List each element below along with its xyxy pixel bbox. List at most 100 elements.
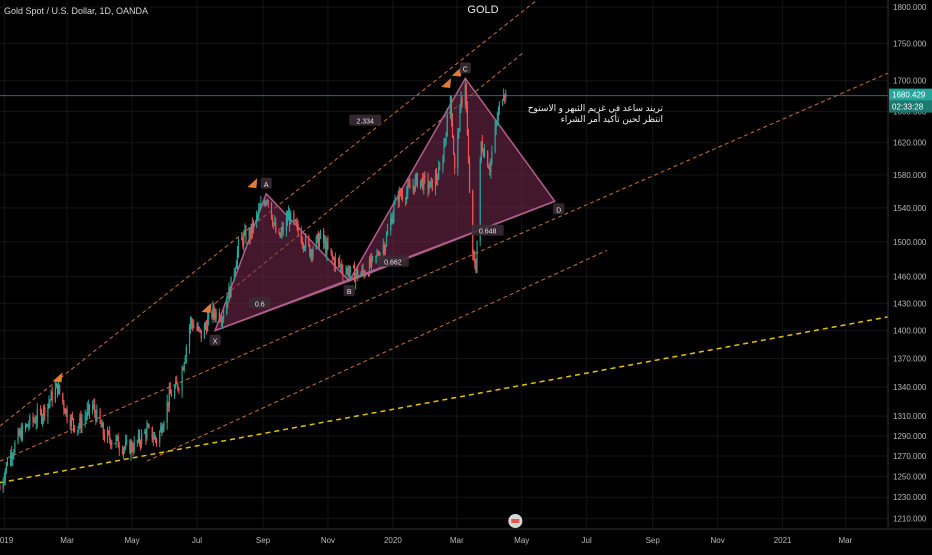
point-label-d-bg <box>553 203 565 215</box>
candle-body <box>116 436 118 438</box>
candle-body <box>198 326 200 329</box>
candle-body <box>139 442 142 445</box>
candle-body <box>266 200 268 202</box>
candle-body <box>406 192 408 200</box>
candle-body <box>326 242 328 254</box>
candle-body <box>256 214 258 222</box>
point-label-d: D <box>556 207 561 214</box>
candle-body <box>494 127 496 152</box>
candle-body <box>323 231 325 244</box>
candle-body <box>311 250 313 256</box>
candle-body <box>236 251 239 264</box>
symbol-header[interactable]: Gold Spot / U.S. Dollar, 1D, OANDA <box>4 6 149 16</box>
point-label-c-bg <box>459 62 471 74</box>
candle-body <box>475 265 477 272</box>
candle-body <box>188 327 191 347</box>
candle-body <box>271 218 274 225</box>
x-tick-label: Nov <box>321 536 335 545</box>
candle-body <box>483 151 486 157</box>
candle-body <box>132 449 134 452</box>
ratio-label-bg <box>376 255 409 267</box>
candle-body <box>226 301 228 315</box>
point-label-c: C <box>463 66 468 73</box>
candle-body <box>332 257 334 259</box>
y-tick-label: 1270.000 <box>893 452 927 461</box>
candle-body <box>467 134 470 163</box>
candle-body <box>3 479 5 481</box>
candle-body <box>88 404 91 412</box>
candle-body <box>497 110 499 120</box>
candle-body <box>87 404 89 410</box>
candle-body <box>24 426 27 428</box>
candle-body <box>103 434 105 441</box>
x-tick-label: Mar <box>60 536 74 545</box>
ratio-label: 0.6 <box>255 301 265 308</box>
candle-body <box>204 324 207 327</box>
candle-body <box>95 412 97 422</box>
candle-body <box>13 452 15 456</box>
candle-body <box>129 440 131 454</box>
candle-body <box>126 440 128 442</box>
candle-body <box>294 219 296 221</box>
candle-body <box>401 194 404 199</box>
candle-body <box>34 420 36 424</box>
candle-body <box>300 231 302 243</box>
candle-body <box>476 240 478 272</box>
candle-body <box>264 202 266 206</box>
candle-body <box>303 247 306 249</box>
candle-body <box>169 388 171 395</box>
candle-body <box>218 311 220 320</box>
candle-body <box>228 287 230 303</box>
candle-body <box>214 314 216 318</box>
candle-body <box>357 270 359 278</box>
candle-body <box>234 268 236 273</box>
trendline <box>0 72 889 462</box>
candle-body <box>50 391 52 401</box>
candle-body <box>249 229 251 238</box>
candle-body <box>333 258 335 267</box>
candle-body <box>21 426 23 440</box>
candle-body <box>33 420 35 422</box>
candle-body <box>293 212 295 221</box>
candle-body <box>482 150 484 157</box>
candle-body <box>503 95 505 100</box>
candle-body <box>28 425 30 427</box>
y-tick-label: 1250.000 <box>893 472 927 481</box>
candle-body <box>196 326 198 330</box>
candle-body <box>137 433 140 441</box>
candle-body <box>73 425 76 432</box>
y-tick-label: 1580.000 <box>893 171 927 180</box>
candle-body <box>259 207 261 210</box>
candle-body <box>77 429 79 432</box>
candle-body <box>81 420 83 429</box>
markers <box>52 66 462 383</box>
candle-body <box>78 425 80 430</box>
candle-body <box>65 409 67 414</box>
candle-body <box>237 240 240 252</box>
candle-body <box>361 268 363 274</box>
candle-body <box>345 271 347 275</box>
ratio-label: 0.648 <box>479 229 497 236</box>
candle-body <box>220 320 223 322</box>
y-tick-label: 1800.000 <box>893 3 927 12</box>
y-tick-label: 1290.000 <box>893 432 927 441</box>
candle-body <box>296 223 298 225</box>
x-tick-label: Sep <box>646 536 661 545</box>
candle-body <box>251 223 253 232</box>
candle-body <box>36 410 38 422</box>
candle-body <box>409 185 411 189</box>
y-tick-label: 1210.000 <box>893 514 927 523</box>
candle-body <box>155 439 158 443</box>
candle-body <box>481 141 483 151</box>
candle-body <box>392 215 394 224</box>
x-tick-label: 2020 <box>384 536 402 545</box>
candle-body <box>318 237 321 247</box>
candle-body <box>138 433 141 443</box>
candle-body <box>430 178 432 182</box>
y-tick-label: 1460.000 <box>893 273 927 282</box>
candle-body <box>399 189 401 195</box>
candle-body <box>96 409 98 422</box>
candle-body <box>18 430 20 436</box>
candle-body <box>435 174 438 180</box>
candle-body <box>446 114 448 137</box>
